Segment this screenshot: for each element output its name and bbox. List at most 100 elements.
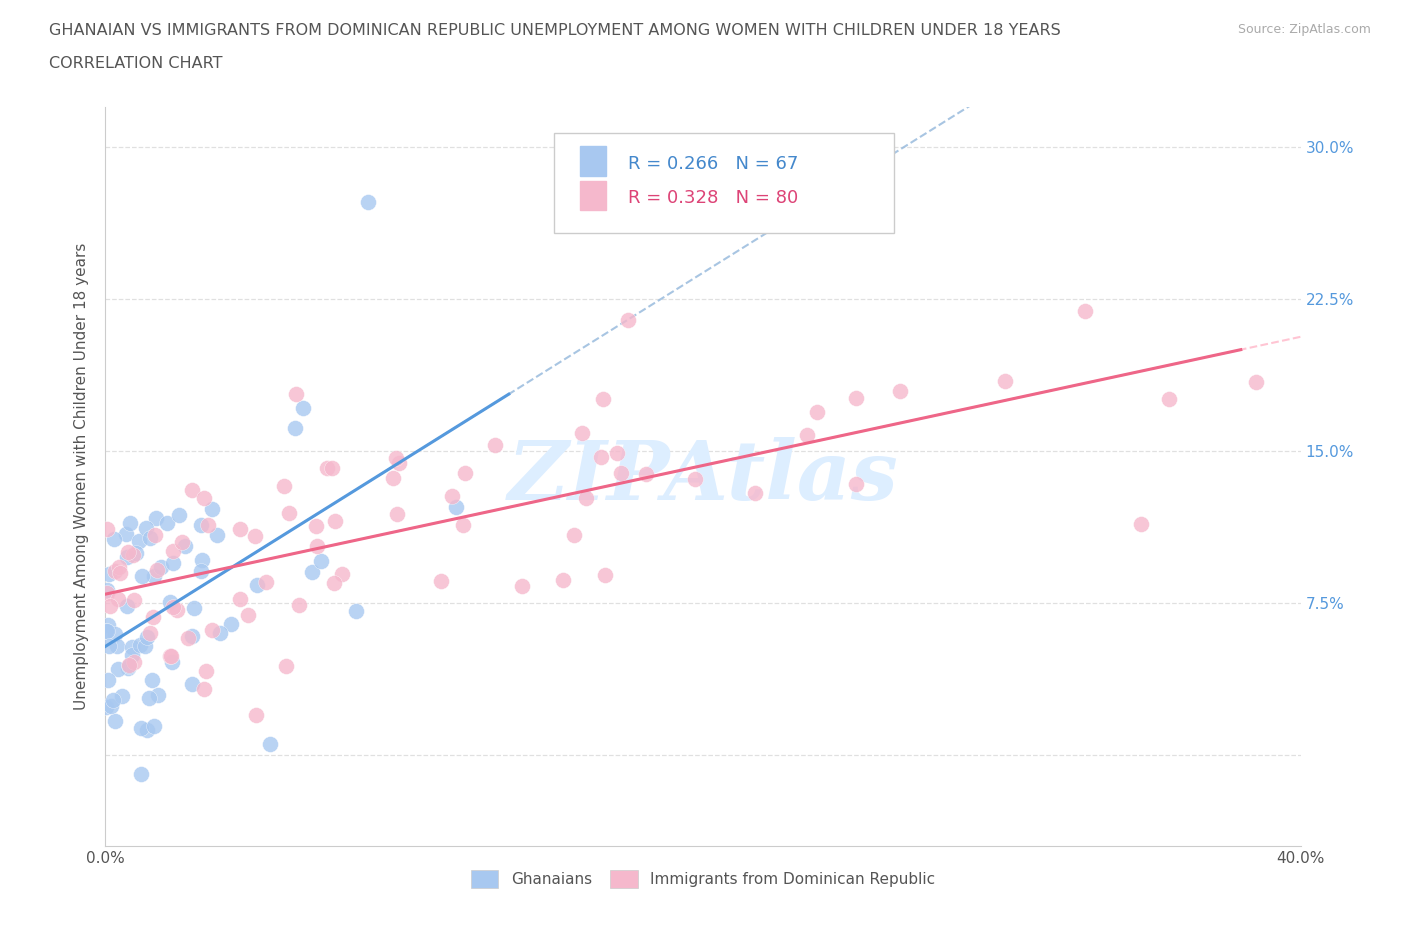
Point [114, 526, 136, 541]
Point [103, 693, 125, 708]
Point [278, 505, 301, 520]
Point [381, 471, 404, 485]
Point [201, 623, 224, 638]
Point [245, 707, 267, 722]
Point [141, 673, 163, 688]
Point [259, 737, 281, 751]
Point [190, 517, 212, 532]
Point [330, 567, 353, 582]
Point [100, 699, 122, 714]
Point [138, 691, 160, 706]
Point [111, 688, 134, 703]
Point [305, 539, 328, 554]
Point [305, 518, 328, 533]
Point [316, 460, 339, 475]
Point [96, 699, 118, 714]
Point [136, 723, 159, 737]
Point [129, 766, 152, 781]
Point [512, 578, 534, 593]
Text: ZIPAtlas: ZIPAtlas [508, 436, 898, 517]
Point [124, 655, 146, 670]
Text: Source: ZipAtlas.com: Source: ZipAtlas.com [1237, 23, 1371, 36]
FancyBboxPatch shape [554, 133, 894, 232]
Point [796, 427, 818, 442]
Point [162, 600, 184, 615]
Point [744, 485, 766, 500]
Point [181, 676, 204, 691]
Text: CORRELATION CHART: CORRELATION CHART [49, 56, 222, 71]
Point [174, 538, 197, 553]
Point [683, 472, 706, 486]
Point [159, 649, 181, 664]
Point [571, 425, 593, 440]
Point [142, 569, 165, 584]
Point [553, 573, 575, 588]
Point [105, 639, 128, 654]
Point [454, 466, 477, 481]
Point [288, 598, 311, 613]
Point [108, 560, 131, 575]
Point [121, 639, 143, 654]
Point [246, 578, 269, 592]
Point [166, 603, 188, 618]
Point [162, 556, 184, 571]
Point [229, 522, 252, 537]
Point [385, 507, 408, 522]
Point [201, 501, 224, 516]
Point [97, 672, 120, 687]
Point [135, 521, 157, 536]
Point [128, 638, 150, 653]
Point [121, 647, 143, 662]
Point [592, 392, 614, 406]
Point [117, 660, 139, 675]
Point [575, 491, 598, 506]
Point [131, 568, 153, 583]
Point [194, 664, 217, 679]
Point [190, 564, 212, 578]
Point [159, 648, 181, 663]
Text: GHANAIAN VS IMMIGRANTS FROM DOMINICAN REPUBLIC UNEMPLOYMENT AMONG WOMEN WITH CHI: GHANAIAN VS IMMIGRANTS FROM DOMINICAN RE… [49, 23, 1062, 38]
Point [115, 599, 138, 614]
Point [845, 476, 868, 491]
Point [128, 534, 150, 549]
Point [617, 312, 640, 327]
Text: R = 0.328   N = 80: R = 0.328 N = 80 [627, 189, 799, 206]
Point [177, 631, 200, 645]
Point [205, 527, 228, 542]
Point [444, 499, 467, 514]
Point [636, 466, 658, 481]
Point [181, 482, 204, 497]
Point [118, 516, 141, 531]
Point [284, 387, 307, 402]
Point [156, 515, 179, 530]
Point [104, 626, 127, 641]
Point [208, 626, 231, 641]
Point [610, 466, 633, 481]
Point [117, 544, 139, 559]
Point [357, 194, 380, 209]
Point [122, 547, 145, 562]
Point [301, 565, 323, 579]
Point [889, 384, 911, 399]
Point [138, 625, 160, 640]
Point [135, 630, 157, 644]
Point [125, 545, 148, 560]
Point [181, 629, 204, 644]
Point [323, 513, 346, 528]
Point [118, 658, 141, 672]
Point [108, 565, 131, 580]
Point [143, 719, 166, 734]
Point [150, 560, 173, 575]
Point [107, 661, 129, 676]
Point [388, 455, 411, 470]
Y-axis label: Unemployment Among Women with Children Under 18 years: Unemployment Among Women with Children U… [75, 243, 90, 711]
Point [107, 591, 129, 606]
Point [193, 682, 215, 697]
Point [384, 450, 406, 465]
Point [1129, 516, 1152, 531]
Point [148, 687, 170, 702]
Point [441, 489, 464, 504]
Point [145, 511, 167, 525]
Point [254, 574, 277, 589]
Point [994, 374, 1017, 389]
